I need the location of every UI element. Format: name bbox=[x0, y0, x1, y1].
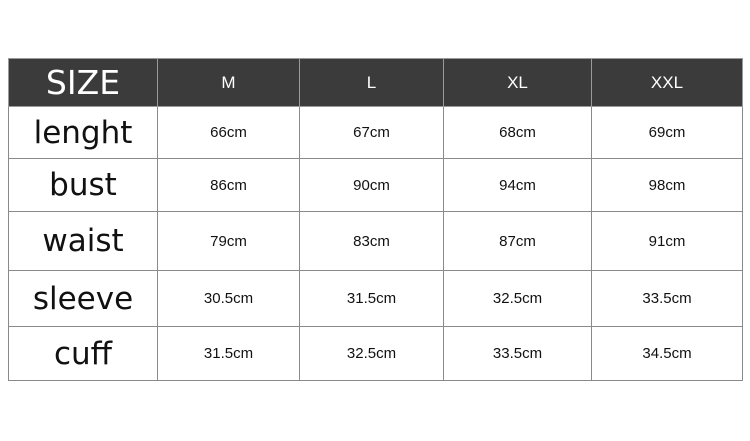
row-label: bust bbox=[8, 158, 158, 212]
table-row: sleeve 30.5cm 31.5cm 32.5cm 33.5cm bbox=[8, 270, 743, 327]
cell: 90cm bbox=[299, 158, 444, 212]
cell: 33.5cm bbox=[443, 326, 592, 381]
cell: 34.5cm bbox=[591, 326, 743, 381]
row-label: lenght bbox=[8, 106, 158, 159]
cell: 98cm bbox=[591, 158, 743, 212]
cell: 32.5cm bbox=[443, 270, 592, 327]
cell: 86cm bbox=[157, 158, 300, 212]
size-l-header: L bbox=[299, 58, 444, 107]
row-label: sleeve bbox=[8, 270, 158, 327]
cell: 31.5cm bbox=[299, 270, 444, 327]
size-m-header: M bbox=[157, 58, 300, 107]
table-row: cuff 31.5cm 32.5cm 33.5cm 34.5cm bbox=[8, 326, 743, 381]
cell: 30.5cm bbox=[157, 270, 300, 327]
size-header: SIZE bbox=[8, 58, 158, 107]
cell: 68cm bbox=[443, 106, 592, 159]
cell: 32.5cm bbox=[299, 326, 444, 381]
table-row: waist 79cm 83cm 87cm 91cm bbox=[8, 211, 743, 271]
cell: 94cm bbox=[443, 158, 592, 212]
header-row: SIZE M L XL XXL bbox=[8, 58, 743, 107]
cell: 66cm bbox=[157, 106, 300, 159]
cell: 79cm bbox=[157, 211, 300, 271]
size-xxl-header: XXL bbox=[591, 58, 743, 107]
size-chart-table: SIZE M L XL XXL lenght 66cm 67cm 68cm 69… bbox=[8, 58, 743, 381]
cell: 67cm bbox=[299, 106, 444, 159]
cell: 87cm bbox=[443, 211, 592, 271]
cell: 69cm bbox=[591, 106, 743, 159]
size-xl-header: XL bbox=[443, 58, 592, 107]
cell: 31.5cm bbox=[157, 326, 300, 381]
cell: 83cm bbox=[299, 211, 444, 271]
row-label: cuff bbox=[8, 326, 158, 381]
row-label: waist bbox=[8, 211, 158, 271]
cell: 91cm bbox=[591, 211, 743, 271]
cell: 33.5cm bbox=[591, 270, 743, 327]
table-row: lenght 66cm 67cm 68cm 69cm bbox=[8, 106, 743, 159]
table-row: bust 86cm 90cm 94cm 98cm bbox=[8, 158, 743, 212]
